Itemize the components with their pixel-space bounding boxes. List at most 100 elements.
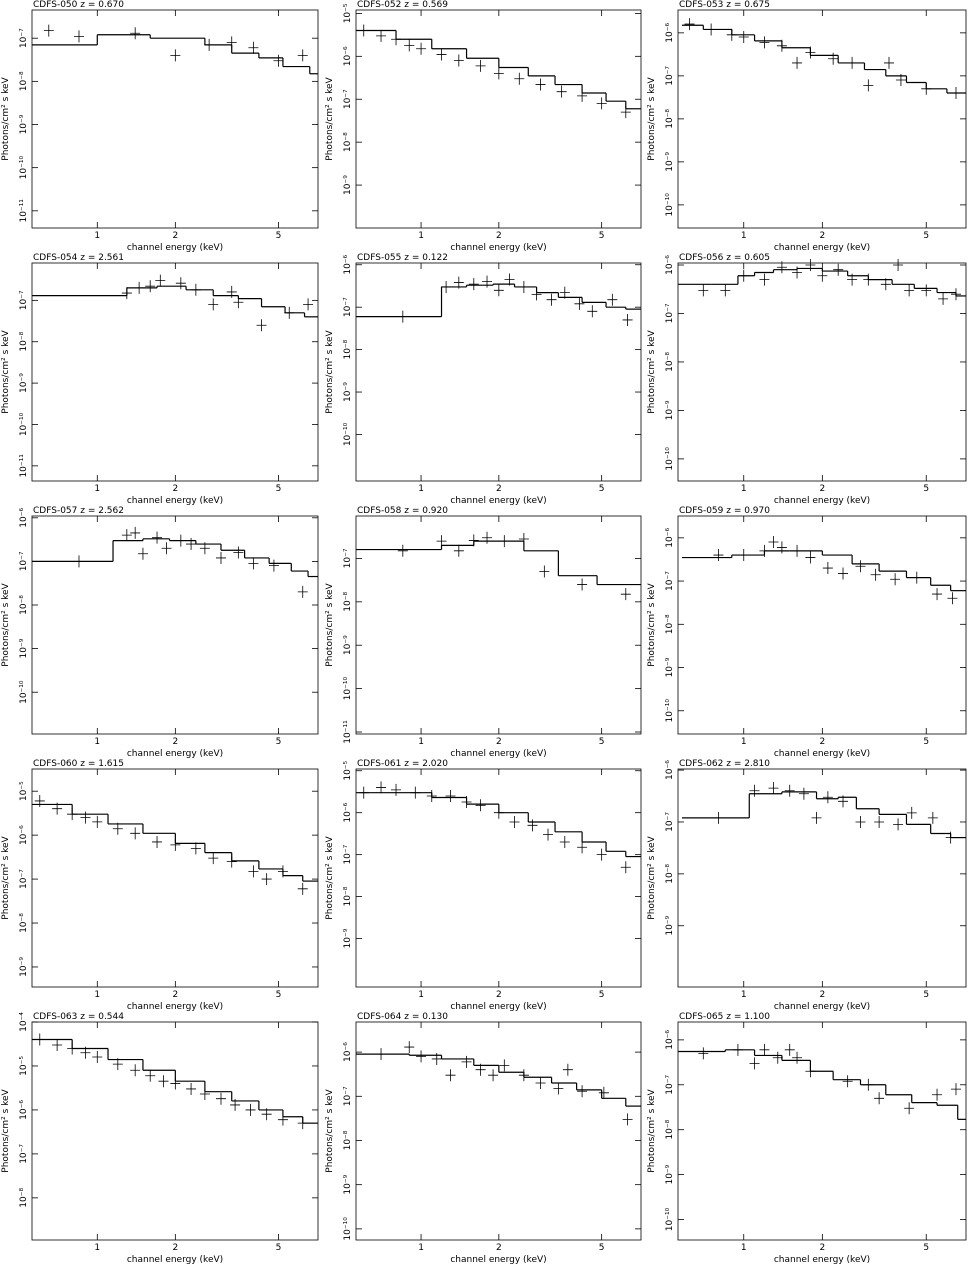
y-tick-label: 10⁻⁹ bbox=[665, 657, 675, 677]
y-tick-label: 10⁻¹⁰ bbox=[19, 412, 29, 436]
data-point bbox=[215, 1092, 226, 1105]
y-axis-label: Photons/cm² s keV bbox=[325, 76, 335, 160]
y-tick-label: 10⁻⁷ bbox=[665, 571, 675, 591]
data-point bbox=[759, 36, 770, 49]
x-axis-label: channel energy (keV) bbox=[450, 749, 546, 759]
data-point bbox=[620, 588, 631, 601]
x-axis-label: channel energy (keV) bbox=[774, 1002, 870, 1012]
data-point bbox=[553, 1082, 564, 1095]
data-point bbox=[43, 24, 54, 37]
data-point bbox=[921, 284, 932, 297]
x-tick-label: 1 bbox=[418, 1243, 424, 1253]
y-tick-label: 10⁻⁶ bbox=[343, 46, 353, 66]
data-point bbox=[539, 565, 550, 578]
data-point bbox=[947, 592, 958, 605]
data-point bbox=[261, 873, 272, 886]
data-point bbox=[416, 42, 427, 55]
x-axis-label: channel energy (keV) bbox=[127, 1255, 223, 1264]
data-point bbox=[130, 827, 141, 840]
y-tick-label: 10⁻⁷ bbox=[343, 89, 353, 109]
data-point bbox=[559, 286, 570, 299]
x-tick-label: 2 bbox=[172, 484, 178, 494]
y-tick-label: 10⁻⁷ bbox=[19, 1144, 29, 1164]
data-point bbox=[598, 1086, 609, 1099]
x-tick-label: 1 bbox=[94, 990, 100, 1000]
data-point bbox=[904, 1102, 915, 1115]
data-point bbox=[297, 585, 308, 598]
y-tick-label: 10⁻⁷ bbox=[343, 548, 353, 568]
data-point bbox=[904, 284, 915, 297]
y-tick-label: 10⁻⁷ bbox=[343, 297, 353, 317]
y-tick-label: 10⁻⁶ bbox=[19, 508, 29, 528]
data-point bbox=[792, 56, 803, 69]
panel-title: CDFS-055 z = 0.122 bbox=[357, 253, 448, 263]
y-tick-label: 10⁻¹⁰ bbox=[19, 156, 29, 180]
data-point bbox=[475, 799, 486, 812]
data-point bbox=[855, 560, 866, 573]
y-tick-label: 10⁻⁸ bbox=[343, 886, 353, 906]
y-tick-label: 10⁻¹⁰ bbox=[665, 193, 675, 217]
data-point bbox=[577, 578, 588, 591]
data-point bbox=[880, 278, 891, 291]
data-point bbox=[155, 274, 166, 287]
data-point bbox=[208, 852, 219, 865]
data-point bbox=[73, 30, 84, 43]
y-axis-label: Photons/cm² s keV bbox=[647, 329, 657, 413]
plot-frame bbox=[31, 515, 319, 735]
data-point bbox=[256, 319, 267, 332]
y-tick-label: 10⁻¹⁰ bbox=[665, 1207, 675, 1231]
x-tick-label: 1 bbox=[741, 990, 747, 1000]
data-point bbox=[397, 544, 408, 557]
panel-title: CDFS-057 z = 2.562 bbox=[33, 506, 124, 516]
data-point bbox=[215, 551, 226, 564]
y-tick-label: 10⁻⁴ bbox=[19, 1012, 29, 1032]
panel-title: CDFS-062 z = 2.810 bbox=[679, 759, 770, 769]
y-axis-label: Photons/cm² s keV bbox=[647, 835, 657, 919]
x-tick-label: 1 bbox=[418, 737, 424, 747]
y-axis-label: Photons/cm² s keV bbox=[647, 76, 657, 160]
y-tick-label: 10⁻⁷ bbox=[19, 28, 29, 48]
y-tick-label: 10⁻⁹ bbox=[19, 957, 29, 977]
data-point bbox=[620, 861, 631, 874]
y-tick-label: 10⁻⁶ bbox=[665, 23, 675, 43]
panel-title: CDFS-063 z = 0.544 bbox=[33, 1012, 124, 1022]
data-point bbox=[145, 280, 156, 293]
y-tick-label: 10⁻⁷ bbox=[665, 303, 675, 323]
data-point bbox=[749, 784, 760, 797]
x-tick-label: 1 bbox=[94, 231, 100, 241]
y-tick-label: 10⁻⁹ bbox=[343, 1174, 353, 1194]
data-point bbox=[906, 806, 917, 819]
data-point bbox=[738, 31, 749, 44]
data-point bbox=[112, 822, 123, 835]
x-tick-label: 5 bbox=[276, 990, 282, 1000]
x-tick-label: 5 bbox=[599, 737, 605, 747]
data-point bbox=[811, 811, 822, 824]
data-point bbox=[574, 297, 585, 310]
y-tick-label: 10⁻⁸ bbox=[665, 614, 675, 634]
y-tick-label: 10⁻⁵ bbox=[19, 781, 29, 801]
data-point bbox=[870, 568, 881, 581]
data-point bbox=[776, 541, 787, 554]
data-point bbox=[475, 59, 486, 72]
plot-frame bbox=[31, 1021, 319, 1241]
data-point bbox=[130, 526, 141, 539]
y-tick-label: 10⁻⁷ bbox=[343, 844, 353, 864]
data-point bbox=[509, 815, 520, 828]
y-tick-label: 10⁻¹⁰ bbox=[665, 699, 675, 723]
y-tick-label: 10⁻⁷ bbox=[19, 290, 29, 310]
x-tick-label: 1 bbox=[418, 231, 424, 241]
data-point bbox=[514, 72, 525, 85]
y-tick-label: 10⁻⁸ bbox=[19, 71, 29, 91]
y-axis-label: Photons/cm² s keV bbox=[325, 835, 335, 919]
x-tick-label: 5 bbox=[599, 231, 605, 241]
x-tick-label: 1 bbox=[418, 484, 424, 494]
data-point bbox=[404, 39, 415, 52]
y-axis-label: Photons/cm² s keV bbox=[647, 582, 657, 666]
data-point bbox=[622, 313, 633, 326]
plot-frame bbox=[677, 262, 967, 482]
data-point bbox=[932, 588, 943, 601]
y-tick-label: 10⁻⁶ bbox=[665, 760, 675, 780]
data-point bbox=[245, 1103, 256, 1116]
data-point bbox=[170, 49, 181, 62]
data-point bbox=[784, 784, 795, 797]
